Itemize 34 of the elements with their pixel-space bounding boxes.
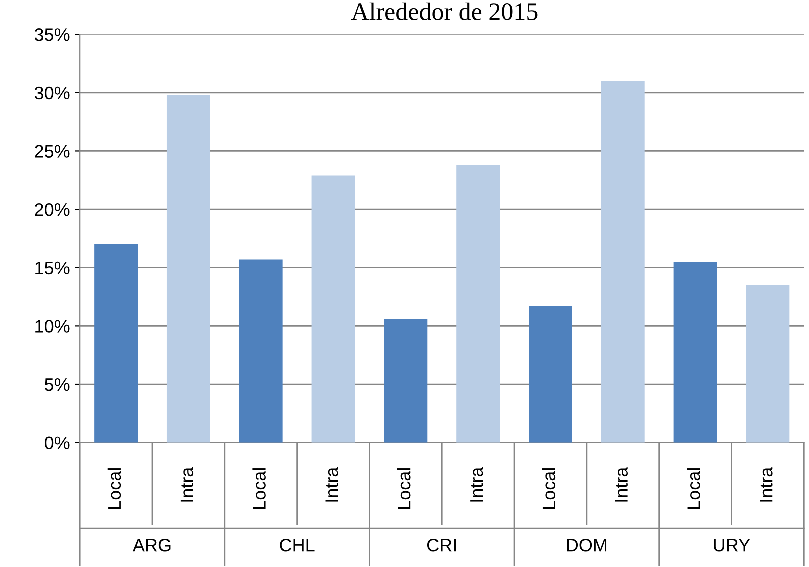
chart-title: Alrededor de 2015 (351, 2, 538, 20)
bar (312, 176, 356, 443)
x-tick-label: ARG (132, 538, 171, 552)
bar (529, 306, 572, 443)
y-tick-label: 10% (36, 320, 70, 333)
bar (384, 319, 428, 443)
y-tick-label: 25% (35, 145, 70, 158)
y-tick-label: 5% (44, 378, 70, 392)
text: Local (542, 468, 556, 509)
text: Intra (326, 467, 338, 502)
bar (239, 260, 283, 443)
text: Local (252, 468, 266, 509)
text: Local (398, 468, 411, 509)
bar (674, 262, 718, 443)
text: Intra (470, 467, 484, 502)
y-tick-label: 35% (34, 28, 70, 42)
x-tick-label: DOM (567, 538, 607, 552)
text: Local (687, 468, 700, 509)
text: Intra (615, 467, 628, 502)
text: Local (108, 468, 122, 509)
y-tick-label: 15% (36, 262, 70, 275)
x-tick-label: CRI (427, 538, 456, 552)
x-tick-label: CHL (280, 538, 315, 552)
text: Intra (180, 467, 194, 502)
bar (94, 244, 138, 443)
bar (601, 81, 645, 443)
y-tick-label: 0% (44, 436, 70, 450)
y-tick-label: 20% (35, 203, 70, 216)
y-tick-label: 30% (34, 86, 70, 100)
bar (456, 165, 500, 443)
bar (166, 95, 210, 443)
bar (746, 285, 790, 443)
text: Intra (760, 467, 773, 502)
x-tick-label: URY (714, 539, 750, 552)
